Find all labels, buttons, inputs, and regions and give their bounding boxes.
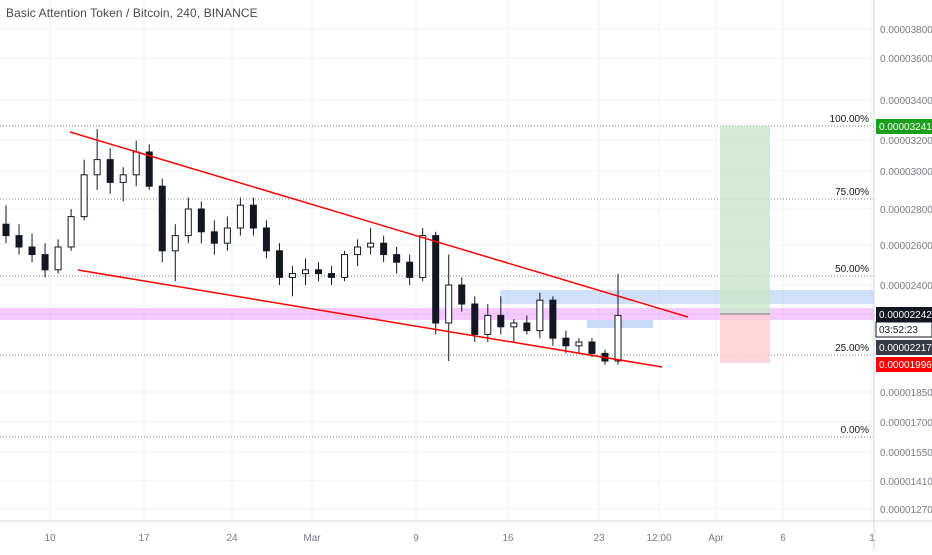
y-tick-label: 0.00002800 <box>880 205 932 216</box>
candle-body <box>158 185 166 252</box>
candle-body <box>380 242 388 256</box>
countdown-tag: 03:52:23 <box>879 325 918 336</box>
x-tick-label: 10 <box>44 533 56 544</box>
x-tick-label: 24 <box>226 533 238 544</box>
candle-body <box>2 223 10 237</box>
candle-body <box>614 314 622 362</box>
lower-trendline <box>77 269 663 368</box>
x-tick-label: 1 <box>869 533 875 544</box>
candle-body <box>275 250 283 278</box>
candle-body <box>354 246 362 256</box>
fib-level-label: 100.00% <box>830 114 870 125</box>
y-tick-label: 0.00003200 <box>880 136 932 147</box>
chart-title: Basic Attention Token / Bitcoin, 240, BI… <box>6 6 258 20</box>
x-tick-label: 16 <box>502 533 514 544</box>
candle-body <box>419 235 427 278</box>
stop-price-tag-bg <box>876 357 932 372</box>
fib-level-label: 0.00% <box>841 425 869 436</box>
candle-body <box>471 303 479 335</box>
candle-body <box>315 269 323 275</box>
candle-body <box>484 314 492 335</box>
candle-body <box>458 284 466 305</box>
candle-body <box>497 314 505 328</box>
current-price-tag-bg <box>876 307 932 322</box>
candle-body <box>54 246 62 271</box>
entry-price-tag: 0.00002217 <box>879 343 932 354</box>
candle-body <box>445 284 453 324</box>
take-profit-zone <box>720 126 770 314</box>
x-tick-label: 6 <box>780 533 786 544</box>
candle-body <box>588 341 596 354</box>
candle-body <box>510 322 518 328</box>
candle-body <box>132 151 140 176</box>
candle-body <box>341 254 349 278</box>
candle-body <box>197 208 205 233</box>
y-tick-label: 0.00003600 <box>880 54 932 65</box>
candle-body <box>93 159 101 176</box>
candle-body <box>575 341 583 347</box>
target-price-tag-bg <box>876 119 932 134</box>
target-price-tag: 0.00003241 <box>879 122 932 133</box>
candle-body <box>80 174 88 218</box>
candle-body <box>562 337 570 347</box>
y-tick-label: 0.00001700 <box>880 418 932 429</box>
fib-level-label: 50.00% <box>835 264 869 275</box>
candle-body <box>367 242 375 248</box>
y-tick-label: 0.00003000 <box>880 167 932 178</box>
candle-body <box>171 235 179 252</box>
candle-body <box>523 322 531 332</box>
y-tick-label: 0.00001850 <box>880 388 932 399</box>
x-tick-label: 23 <box>593 533 605 544</box>
stop-price-tag: 0.00001996 <box>879 360 932 371</box>
candle-body <box>406 261 414 278</box>
candle-body <box>41 254 49 271</box>
blue-zone-upper <box>500 290 874 304</box>
upper-trendline <box>69 131 689 318</box>
y-tick-label: 0.00001270 <box>880 505 932 516</box>
candle-body <box>145 151 153 187</box>
candle-body <box>236 204 244 229</box>
candle-body <box>210 231 218 244</box>
y-tick-label: 0.00001410 <box>880 477 932 488</box>
fib-level-label: 75.00% <box>835 187 869 198</box>
y-tick-label: 0.00003400 <box>880 96 932 107</box>
candle-body <box>249 204 257 229</box>
candle-body <box>549 299 557 339</box>
candle-body <box>119 174 127 183</box>
x-tick-label: Mar <box>303 533 321 544</box>
candle-body <box>432 235 440 324</box>
countdown-tag-bg <box>875 321 932 338</box>
candle-body <box>223 227 231 244</box>
candle-body <box>301 269 309 275</box>
y-tick-label: 0.00001550 <box>880 448 932 459</box>
x-tick-label: 9 <box>413 533 419 544</box>
fib-level-label: 25.00% <box>835 343 869 354</box>
stop-loss-zone <box>720 314 770 363</box>
candle-body <box>28 246 36 256</box>
candle-body <box>106 159 114 183</box>
y-tick-label: 0.00002400 <box>880 281 932 292</box>
current-price-tag: 0.00002242 <box>879 310 932 321</box>
candle-body <box>262 227 270 252</box>
y-tick-label: 0.00002600 <box>880 241 932 252</box>
candle-body <box>67 216 75 248</box>
candle-body <box>288 273 296 278</box>
entry-price-tag-bg <box>876 340 932 355</box>
x-tick-label: Apr <box>708 533 724 544</box>
candle-body <box>15 235 23 248</box>
candle-body <box>536 299 544 332</box>
candle-body <box>393 254 401 263</box>
x-tick-label: 17 <box>138 533 150 544</box>
candle-body <box>328 273 336 278</box>
candle-body <box>184 208 192 237</box>
x-tick-label: 12:00 <box>646 533 671 544</box>
y-tick-label: 0.00003800 <box>880 25 932 36</box>
